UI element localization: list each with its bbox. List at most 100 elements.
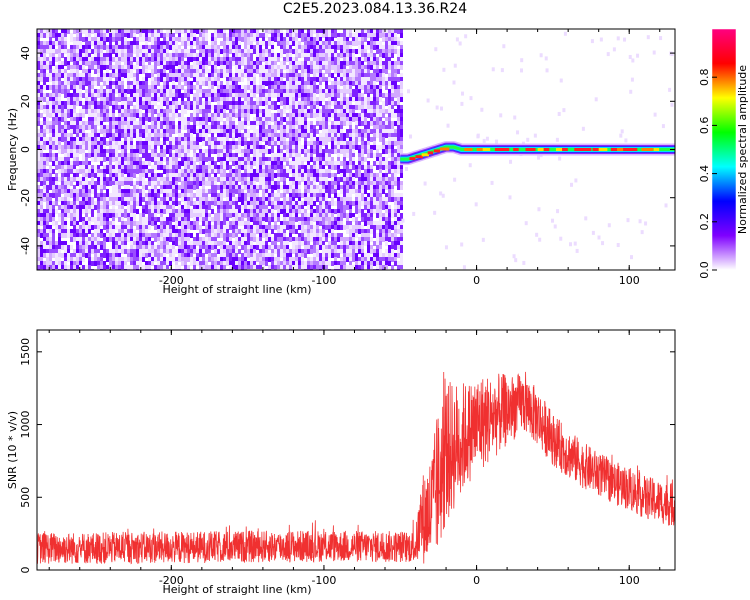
noise-cell [172, 41, 175, 46]
noise-cell [301, 81, 304, 86]
noise-cell [37, 93, 40, 98]
noise-cell [256, 225, 259, 230]
noise-cell [166, 249, 169, 254]
noise-cell [184, 221, 187, 226]
noise-cell [73, 53, 76, 58]
noise-cell [49, 125, 52, 130]
noise-cell [115, 81, 118, 86]
noise-cell [205, 133, 208, 138]
noise-cell [49, 33, 52, 38]
noise-cell [133, 37, 136, 42]
noise-cell [109, 149, 112, 154]
noise-cell [304, 185, 307, 190]
noise-cell [259, 221, 262, 226]
noise-cell [271, 29, 274, 34]
noise-cell [196, 225, 199, 230]
noise-cell [145, 117, 148, 122]
noise-cell [118, 129, 121, 134]
noise-cell [43, 177, 46, 182]
noise-cell [79, 73, 82, 78]
noise-cell [259, 113, 262, 118]
noise-cell [223, 165, 226, 170]
noise-cell [88, 85, 91, 90]
noise-cell [241, 221, 244, 226]
noise-cell [295, 185, 298, 190]
noise-cell [250, 93, 253, 98]
noise-cell [217, 169, 220, 174]
noise-cell [115, 225, 118, 230]
noise-cell [94, 245, 97, 250]
noise-cell [232, 161, 235, 166]
noise-cell [172, 241, 175, 246]
noise-cell [73, 217, 76, 222]
noise-cell [295, 77, 298, 82]
noise-cell [271, 89, 274, 94]
noise-cell [184, 93, 187, 98]
noise-cell [52, 57, 55, 62]
noise-cell [94, 65, 97, 70]
noise-cell [109, 221, 112, 226]
noise-cell [214, 173, 217, 178]
noise-cell [58, 121, 61, 126]
noise-cell [49, 225, 52, 230]
noise-cell [244, 173, 247, 178]
noise-cell [157, 37, 160, 42]
noise-cell [103, 249, 106, 254]
noise-cell [274, 89, 277, 94]
noise-cell [166, 101, 169, 106]
noise-cell [115, 45, 118, 50]
noise-cell [151, 113, 154, 118]
noise-cell [61, 253, 64, 258]
noise-cell [118, 121, 121, 126]
noise-cell [253, 141, 256, 146]
noise-cell [100, 261, 103, 266]
noise-cell [292, 153, 295, 158]
noise-cell [247, 37, 250, 42]
noise-cell [184, 173, 187, 178]
noise-cell [148, 177, 151, 182]
noise-cell [283, 221, 286, 226]
noise-cell [232, 137, 235, 142]
noise-cell [154, 97, 157, 102]
noise-cell [130, 217, 133, 222]
noise-cell [172, 137, 175, 142]
noise-cell [220, 161, 223, 166]
noise-cell [55, 185, 58, 190]
noise-cell [250, 193, 253, 198]
noise-cell [163, 245, 166, 250]
noise-cell [286, 57, 289, 62]
noise-cell [139, 257, 142, 262]
noise-cell [235, 81, 238, 86]
noise-cell [106, 85, 109, 90]
noise-cell [286, 97, 289, 102]
noise-cell [145, 81, 148, 86]
noise-cell [178, 89, 181, 94]
noise-cell [82, 149, 85, 154]
noise-cell [163, 153, 166, 158]
noise-cell [106, 253, 109, 258]
noise-cell [205, 149, 208, 154]
noise-cell [49, 141, 52, 146]
noise-cell [274, 81, 277, 86]
noise-cell [46, 241, 49, 246]
noise-cell [163, 57, 166, 62]
noise-cell [229, 97, 232, 102]
noise-cell [64, 201, 67, 206]
noise-cell [283, 213, 286, 218]
noise-cell [124, 137, 127, 142]
noise-cell [256, 201, 259, 206]
noise-cell [193, 209, 196, 214]
noise-cell [97, 245, 100, 250]
noise-cell [310, 177, 313, 182]
noise-cell [172, 225, 175, 230]
noise-cell [109, 193, 112, 198]
noise-cell [136, 37, 139, 42]
noise-cell [163, 93, 166, 98]
noise-cell [58, 185, 61, 190]
noise-cell [280, 193, 283, 198]
noise-cell [289, 185, 292, 190]
noise-cell [199, 201, 202, 206]
noise-cell [118, 113, 121, 118]
noise-cell [262, 169, 265, 174]
noise-cell [94, 165, 97, 170]
